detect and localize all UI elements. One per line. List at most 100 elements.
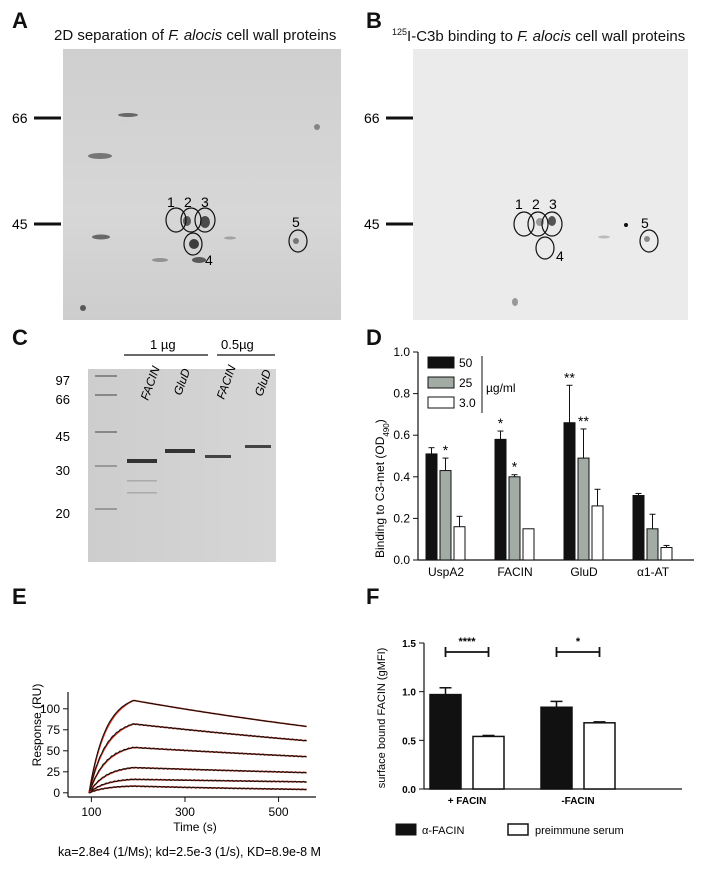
panel-c-amount-05ug: 0.5µg	[221, 337, 254, 352]
panel-a-spot-3: 3	[201, 194, 209, 210]
chart-e-xtick-label: 300	[175, 805, 195, 819]
chart-e-sensorgram-curve	[88, 746, 307, 794]
chart-f-legend-label: preimmune serum	[535, 825, 624, 837]
panel-b-title-italic: F. alocis	[517, 28, 572, 45]
panel-c-gel-image	[88, 369, 276, 562]
chart-f-bar	[472, 735, 505, 790]
chart-d-ylabel-main: Binding to C3-met (OD	[373, 436, 387, 558]
panel-c-marker-45: 45	[56, 429, 70, 444]
chart-e-sensorgram-curve	[88, 778, 307, 793]
chart-f-legend-swatch	[507, 823, 529, 836]
chart-d-ytick-label: 0.4	[393, 470, 410, 484]
panel-b-spot-3: 3	[549, 196, 557, 212]
chart-e-ytick-label: 50	[47, 744, 61, 758]
chart-e-ytick-label: 0	[53, 786, 60, 800]
chart-e-sensorgram-curve	[89, 785, 307, 794]
panel-f-letter: F	[366, 584, 380, 609]
chart-d-category-label: FACIN	[497, 565, 532, 579]
panel-b-marker-45: 45	[364, 216, 380, 232]
chart-f-ytick-label: 0.0	[402, 785, 416, 796]
chart-f-ylabel: surface bound FACIN (gMFI)	[376, 648, 388, 789]
chart-d-category-label: UspA2	[428, 565, 464, 579]
panel-c-bands	[95, 375, 271, 510]
chart-f-ytick-label: 1.5	[402, 639, 416, 650]
panel-b-spot-circles	[513, 211, 659, 260]
chart-d-legend-label: 3.0	[459, 396, 476, 410]
chart-d-legend-label: 25	[459, 376, 473, 390]
panel-b-spot-2: 2	[532, 196, 540, 212]
chart-f-category-label: -FACIN	[561, 796, 594, 807]
chart-e-xtick-label: 100	[81, 805, 101, 819]
panel-b-gel-image	[413, 49, 688, 320]
chart-e-ytick-label: 25	[47, 765, 61, 779]
chart-d-significance: **	[578, 413, 589, 429]
chart-d-legend-swatch	[427, 376, 455, 389]
panel-a-gel-image	[63, 49, 341, 320]
panel-a-spot-5: 5	[292, 214, 300, 230]
chart-d-ytick-label: 1.0	[393, 345, 410, 359]
chart-d-ytick-label: 0.8	[393, 387, 410, 401]
chart-d-ytick-label: 0.2	[393, 511, 410, 525]
chart-f-category-label: + FACIN	[448, 796, 487, 807]
chart-d-legend-swatch	[427, 356, 455, 369]
panel-c-marker-30: 30	[56, 463, 70, 478]
chart-d-ylabel: Binding to C3-met (OD490)	[373, 419, 391, 558]
chart-d-ytick-label: 0.0	[393, 553, 410, 567]
chart-f-ytick-label: 1.0	[402, 688, 416, 699]
panel-a-letter: A	[12, 8, 28, 33]
chart-f-ytick-label: 0.5	[402, 736, 416, 747]
panel-a-title-suffix: cell wall proteins	[222, 27, 337, 44]
panel-a-title: 2D separation of F. alocis cell wall pro…	[54, 27, 336, 44]
chart-d-ylabel-end: )	[373, 419, 387, 423]
chart-d-bar	[522, 528, 535, 561]
chart-f-bar	[429, 693, 462, 790]
panel-a-title-prefix: 2D separation of	[54, 27, 169, 44]
panel-c-marker-20: 20	[56, 506, 70, 521]
panel-b-spot-5: 5	[641, 215, 649, 231]
panel-b-letter: B	[366, 8, 382, 33]
panel-a-marker-66: 66	[12, 110, 28, 126]
panel-a-spot-4: 4	[205, 252, 213, 268]
panel-a-spot-circles	[165, 207, 308, 256]
chart-e-caption: ka=2.8e4 (1/Ms); kd=2.5e-3 (1/s), KD=8.9…	[58, 845, 321, 859]
chart-d-category-label: α1-AT	[637, 565, 670, 579]
panel-b-spot-1: 1	[515, 196, 523, 212]
chart-e-xlabel: Time (s)	[173, 820, 217, 834]
panel-a-spot-1: 1	[167, 194, 175, 210]
panel-b-title-prefix: I-C3b binding to	[407, 28, 518, 45]
chart-f-bar	[583, 722, 616, 790]
panel-b-marker-66: 66	[364, 110, 380, 126]
panel-a-title-italic: F. alocis	[168, 27, 223, 44]
chart-e-sensorgram-curve	[88, 766, 307, 793]
chart-d-significance: *	[512, 459, 518, 475]
panel-a-spot-2: 2	[184, 194, 192, 210]
chart-e-sensorgram-curve	[88, 699, 307, 793]
chart-e-ylabel: Response (RU)	[30, 684, 44, 767]
panel-d-letter: D	[366, 325, 382, 350]
panel-b-title-suffix: cell wall proteins	[571, 28, 686, 45]
chart-f-significance-label: ****	[458, 636, 476, 648]
panel-c-amount-1ug: 1 µg	[150, 337, 176, 352]
chart-f-legend-swatch	[395, 823, 417, 836]
chart-d-ylabel-sub: 490	[382, 423, 391, 437]
panel-a-marker-45: 45	[12, 216, 28, 232]
chart-d-legend-swatch	[427, 396, 455, 409]
panel-c-marker-97: 97	[56, 373, 70, 388]
chart-e-ytick-label: 75	[47, 723, 61, 737]
chart-d-significance: *	[498, 415, 504, 431]
chart-f-bar	[540, 706, 573, 790]
chart-e-sensorgram-curve	[88, 723, 307, 794]
panel-e-letter: E	[12, 584, 27, 609]
panel-b-spot-4: 4	[556, 248, 564, 264]
chart-d-legend-label: 50	[459, 356, 473, 370]
chart-d-ytick-label: 0.6	[393, 428, 410, 442]
chart-e-ytick-label: 100	[40, 702, 60, 716]
panel-b-title-sup: 125	[392, 27, 408, 37]
chart-d-category-label: GluD	[570, 565, 598, 579]
